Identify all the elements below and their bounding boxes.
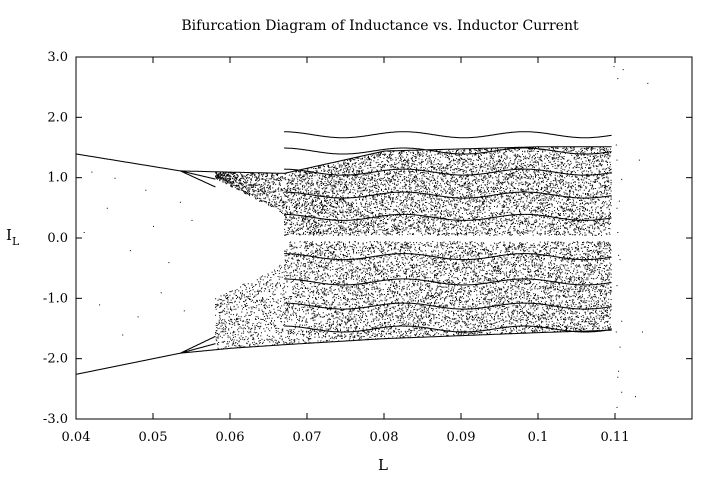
- x-axis-label: L: [378, 456, 388, 474]
- chart-title: Bifurcation Diagram of Inductance vs. In…: [181, 18, 579, 34]
- axes: 0.04 0.05 0.06 0.07 0.08 0.09 0.1 0.11 -3.0 -2.0 -…: [43, 50, 693, 445]
- x-tick-label: 0.06: [216, 430, 245, 445]
- y-tick-label: 3.0: [47, 50, 68, 65]
- y-tick-label: 1.0: [47, 171, 68, 186]
- y-tick-label: 0.0: [47, 231, 68, 246]
- y-tick-label: -3.0: [43, 412, 68, 427]
- x-tick-label: 0.07: [293, 430, 322, 445]
- x-tick-label: 0.04: [62, 430, 91, 445]
- x-tick-label: 0.05: [139, 430, 168, 445]
- x-tick-label: 0.11: [601, 430, 630, 445]
- data-points: [76, 66, 649, 408]
- y-tick-label: -2.0: [43, 352, 68, 367]
- x-tick-label: 0.09: [447, 430, 476, 445]
- y-tick-label: -1.0: [43, 291, 68, 306]
- plot-frame: [75, 56, 693, 420]
- x-tick-label: 0.08: [370, 430, 399, 445]
- y-tick-label: 2.0: [47, 110, 68, 125]
- y-axis-label: IL: [6, 226, 20, 248]
- x-tick-label: 0.1: [528, 430, 549, 445]
- bifurcation-points: [76, 66, 649, 408]
